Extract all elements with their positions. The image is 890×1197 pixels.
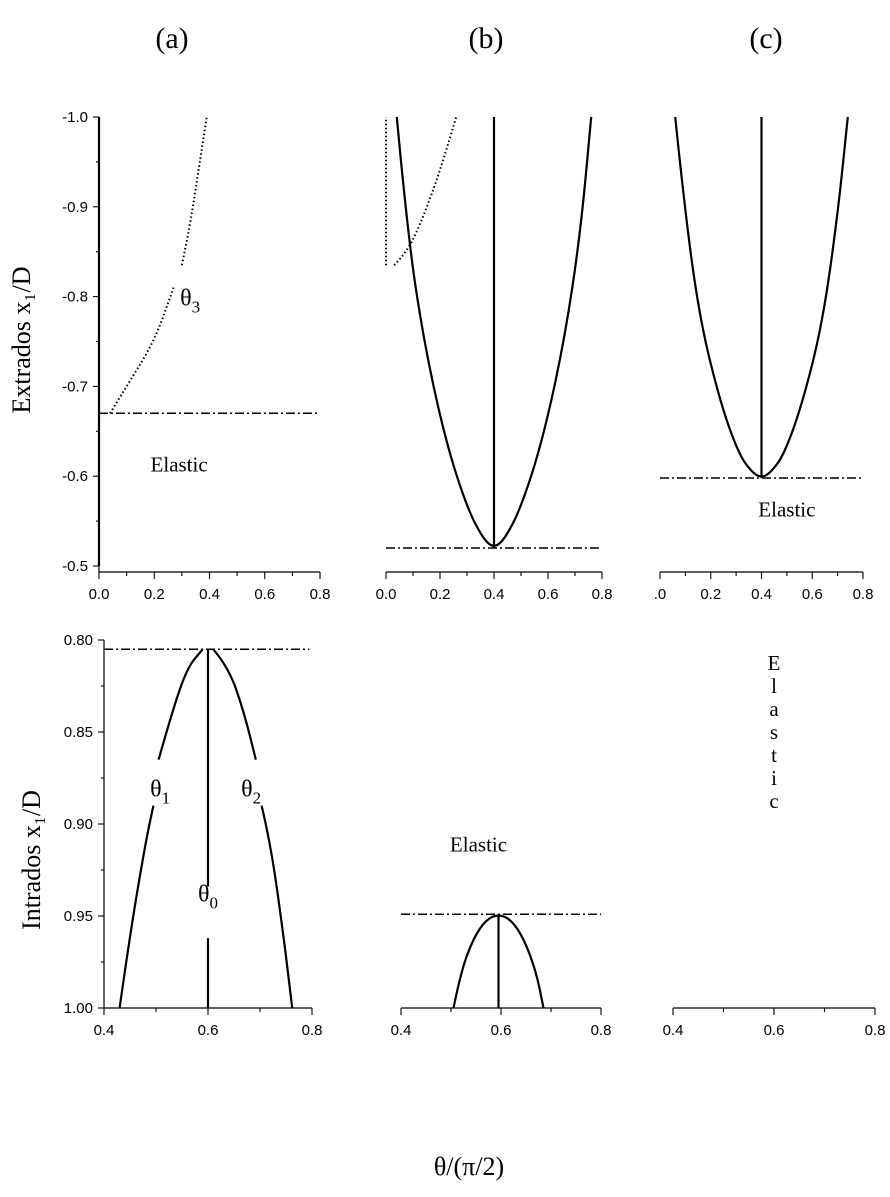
annotation-theta: θ2 [241,776,261,807]
x-tick-label: 0.2 [430,586,451,603]
x-tick-label: 0.8 [853,586,874,603]
x-tick-label: 0.6 [254,586,275,603]
x-tick-label: 0.6 [764,1022,785,1039]
y-tick-label: 0.90 [64,816,93,833]
annotation-letter: l [771,674,777,698]
panel-title: (b) [469,22,504,55]
annotation-elastic-vertical: Elastic [768,651,781,813]
annotation-letter: E [768,651,781,675]
panel-b-top: (b) 0.0 0.2 0.4 0.6 0.8 [376,22,613,603]
series-dotted-line [393,116,458,266]
annotation-subscript: 1 [162,788,171,807]
y-tick-label: -0.5 [62,558,88,575]
x-tick-label: 0.4 [663,1022,684,1039]
annotation-subscript: 2 [253,788,262,807]
series-dotted-line [180,116,208,266]
y-tick-label: -0.8 [62,289,88,306]
annotation-letter: i [771,766,777,790]
y-tick-label: 0.85 [64,724,93,741]
series-dotted-line [109,287,175,414]
annotation-letter: t [771,743,777,767]
annotation-text: θ [180,286,192,312]
series-solid-line [118,805,155,1009]
panel-b-bottom: 0.4 0.6 0.8 Elastic [391,833,612,1039]
x-tick-label: 0.4 [199,586,220,603]
x-tick-label: 0.4 [751,586,772,603]
x-tick-label: 0.2 [700,586,721,603]
panel-c-top: (c) .0 0.2 0.4 0.6 0.8 Elastic [654,22,874,603]
annotation-subscript: 3 [192,298,201,317]
y-tick-label: 1.00 [64,1000,93,1017]
annotation-letter: a [769,697,779,721]
x-tick-label: .0 [654,586,667,603]
x-tick-label: 0.6 [198,1022,219,1039]
x-tick-label: 0.8 [591,1022,612,1039]
x-tick-label: 0.0 [89,586,110,603]
y-tick-label: -0.6 [62,468,88,485]
y-tick-label: -1.0 [62,109,88,126]
x-tick-label: 0.2 [144,586,165,603]
x-tick-label: 0.4 [484,586,505,603]
x-tick-label: 0.8 [310,586,331,603]
panel-c-bottom: 0.4 0.6 0.8 Elastic [663,651,886,1039]
x-tick-label: 0.6 [491,1022,512,1039]
series-solid-line [212,648,257,760]
annotation-text: Elastic [151,453,208,477]
x-tick-label: 0.6 [802,586,823,603]
chart-panels: (a)0.0 0.2 0.4 0.6 0.8-1.0-0.9-0.8-0.7-0.6-0… [62,22,885,1039]
y-axis-title-extrados: Extrados x₁/D [7,267,36,414]
x-tick-label: 0.8 [865,1022,886,1039]
y-tick-label: -0.9 [62,199,88,216]
x-tick-label: 0.8 [592,586,613,603]
annotation-text: Elastic [450,833,507,857]
series-solid-line [260,805,294,1009]
annotation-subscript: 0 [210,893,219,912]
annotation-elastic: Elastic [450,833,507,857]
annotation-elastic: Elastic [758,498,815,522]
annotation-text: θ [241,776,253,802]
panel-a-top: (a) 0.0 0.2 0.4 0.6 0.8 -1.0 -0.9 -0.8 -0.7 -0.6 -0… [62,22,330,603]
series-solid-line [395,116,593,547]
annotation-theta: θ1 [150,776,170,807]
annotation-text: Elastic [758,498,815,522]
annotation-theta: θ0 [198,881,218,912]
annotation-text: θ [150,776,162,802]
x-axis-title: θ/(π/2) [434,1152,504,1181]
figure-labels: θ/(π/2) Extrados x₁/D Intrados x₁/D [7,267,504,1182]
panel-title: (a) [155,22,188,55]
annotation-letter: s [770,720,778,744]
x-tick-label: 0.4 [94,1022,115,1039]
x-tick-label: 0.0 [376,586,397,603]
annotation-elastic: Elastic [151,453,208,477]
panel-title: (c) [749,22,782,55]
annotation-letter: c [769,789,778,813]
series-solid-line [157,648,204,760]
x-tick-label: 0.8 [302,1022,323,1039]
y-tick-label: -0.7 [62,378,88,395]
y-axis-title-intrados: Intrados x₁/D [17,790,46,930]
x-tick-label: 0.4 [391,1022,412,1039]
annotation-text: θ [198,881,210,907]
annotation-theta: θ3 [180,286,200,317]
y-tick-label: 0.95 [64,908,93,925]
x-tick-label: 0.6 [538,586,559,603]
y-tick-label: 0.80 [64,632,93,649]
